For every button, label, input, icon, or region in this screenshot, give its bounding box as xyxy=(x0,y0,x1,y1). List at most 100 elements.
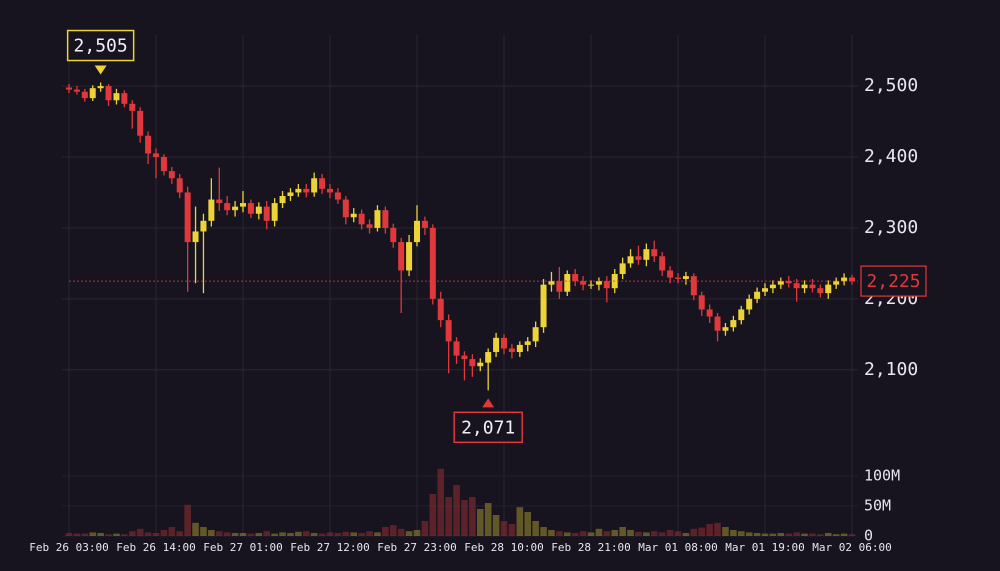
low-marker xyxy=(482,398,495,408)
volume-tick-label: 100M xyxy=(864,467,900,485)
candle-body xyxy=(501,337,507,349)
volume-bar xyxy=(635,531,642,536)
volume-bar xyxy=(563,532,571,536)
volume-bar xyxy=(374,532,381,536)
y-tick-label: 2,400 xyxy=(864,146,918,167)
candle-body xyxy=(327,188,333,193)
candle-body xyxy=(817,288,824,294)
volume-bar xyxy=(215,531,223,536)
volume-bar xyxy=(231,533,239,536)
candle-body xyxy=(516,344,523,353)
candle-body xyxy=(508,348,515,353)
y-tick-label: 2,500 xyxy=(864,75,918,96)
volume-bar xyxy=(595,528,603,536)
volume-bar xyxy=(714,522,721,536)
candle-body xyxy=(247,203,254,214)
volume-bar xyxy=(817,534,824,536)
x-tick-label: Feb 27 12:00 xyxy=(290,541,369,554)
volume-bar xyxy=(168,527,176,536)
candle-body xyxy=(81,91,88,99)
volume-bar xyxy=(295,531,302,536)
candle-body xyxy=(698,295,705,310)
candle-body xyxy=(263,206,270,221)
volume-bar xyxy=(540,527,547,536)
volume-bar xyxy=(587,532,595,536)
volume-bar xyxy=(603,531,611,536)
candle-body xyxy=(738,309,745,321)
candle-body xyxy=(334,192,341,200)
volume-bar xyxy=(682,533,690,536)
candle-body xyxy=(437,298,444,321)
volume-bar xyxy=(382,527,389,536)
candle-body xyxy=(429,227,436,299)
last-price-box xyxy=(860,265,927,297)
candle-body xyxy=(374,210,381,228)
x-tick-label: Mar 01 19:00 xyxy=(725,541,804,554)
candle-body xyxy=(232,206,239,211)
candle-body xyxy=(89,88,96,99)
volume-bar xyxy=(184,504,191,536)
volume-bar xyxy=(469,497,476,536)
volume-bar xyxy=(287,533,294,536)
candle-body xyxy=(153,153,159,157)
candle-body xyxy=(825,284,832,294)
candle-body xyxy=(714,316,721,331)
volume-bar xyxy=(619,527,626,536)
volume-bar xyxy=(579,531,587,536)
candle-body xyxy=(564,274,571,292)
volume-bar xyxy=(81,533,89,536)
volume-bar xyxy=(429,494,437,536)
candle-body xyxy=(849,277,855,282)
candle-body xyxy=(224,203,231,211)
candle-body xyxy=(635,256,642,260)
volume-bar xyxy=(548,530,555,536)
volume-bar xyxy=(730,530,737,536)
candle-body xyxy=(66,87,72,90)
volume-bar xyxy=(643,532,650,536)
candle-body xyxy=(469,359,476,367)
volume-bar xyxy=(445,497,452,536)
volume-bar xyxy=(769,533,777,536)
volume-bar xyxy=(532,521,539,536)
volume-bar xyxy=(500,521,508,536)
volume-bar xyxy=(121,534,128,536)
volume-bar xyxy=(737,531,745,536)
candle-body xyxy=(350,213,357,218)
volume-bar xyxy=(524,512,532,536)
y-tick-label: 2,100 xyxy=(864,359,918,380)
volume-bar xyxy=(263,531,271,536)
volume-bar xyxy=(785,533,793,536)
candle-body xyxy=(540,284,547,328)
volume-bar xyxy=(698,527,706,536)
candle-body xyxy=(841,277,848,282)
volume-bar xyxy=(476,509,484,536)
volume-bar xyxy=(279,532,286,536)
candle-body xyxy=(532,327,539,342)
volume-bar xyxy=(200,527,207,536)
y-tick-label: 2,300 xyxy=(864,217,918,238)
candle-body xyxy=(390,227,397,243)
volume-bar xyxy=(350,532,358,536)
candle-body xyxy=(145,135,152,154)
volume-bar xyxy=(753,533,761,536)
candle-body xyxy=(453,341,460,356)
x-tick-label: Feb 27 23:00 xyxy=(377,541,456,554)
candle-body xyxy=(287,192,294,196)
volume-bar xyxy=(832,534,840,536)
candle-body xyxy=(777,281,784,285)
candle-body xyxy=(208,199,215,221)
candle-body xyxy=(833,281,840,285)
x-tick-label: Feb 28 10:00 xyxy=(464,541,543,554)
volume-bar xyxy=(809,533,816,536)
volume-bar xyxy=(492,515,500,536)
volume-bar xyxy=(777,533,785,536)
candle-body xyxy=(619,263,626,275)
candle-body xyxy=(595,281,602,285)
candle-body xyxy=(690,276,697,296)
candle-body xyxy=(113,93,120,101)
volume-bar xyxy=(484,503,492,536)
volume-bar xyxy=(556,531,563,536)
volume-bar xyxy=(516,507,524,536)
candle-body xyxy=(240,203,246,207)
